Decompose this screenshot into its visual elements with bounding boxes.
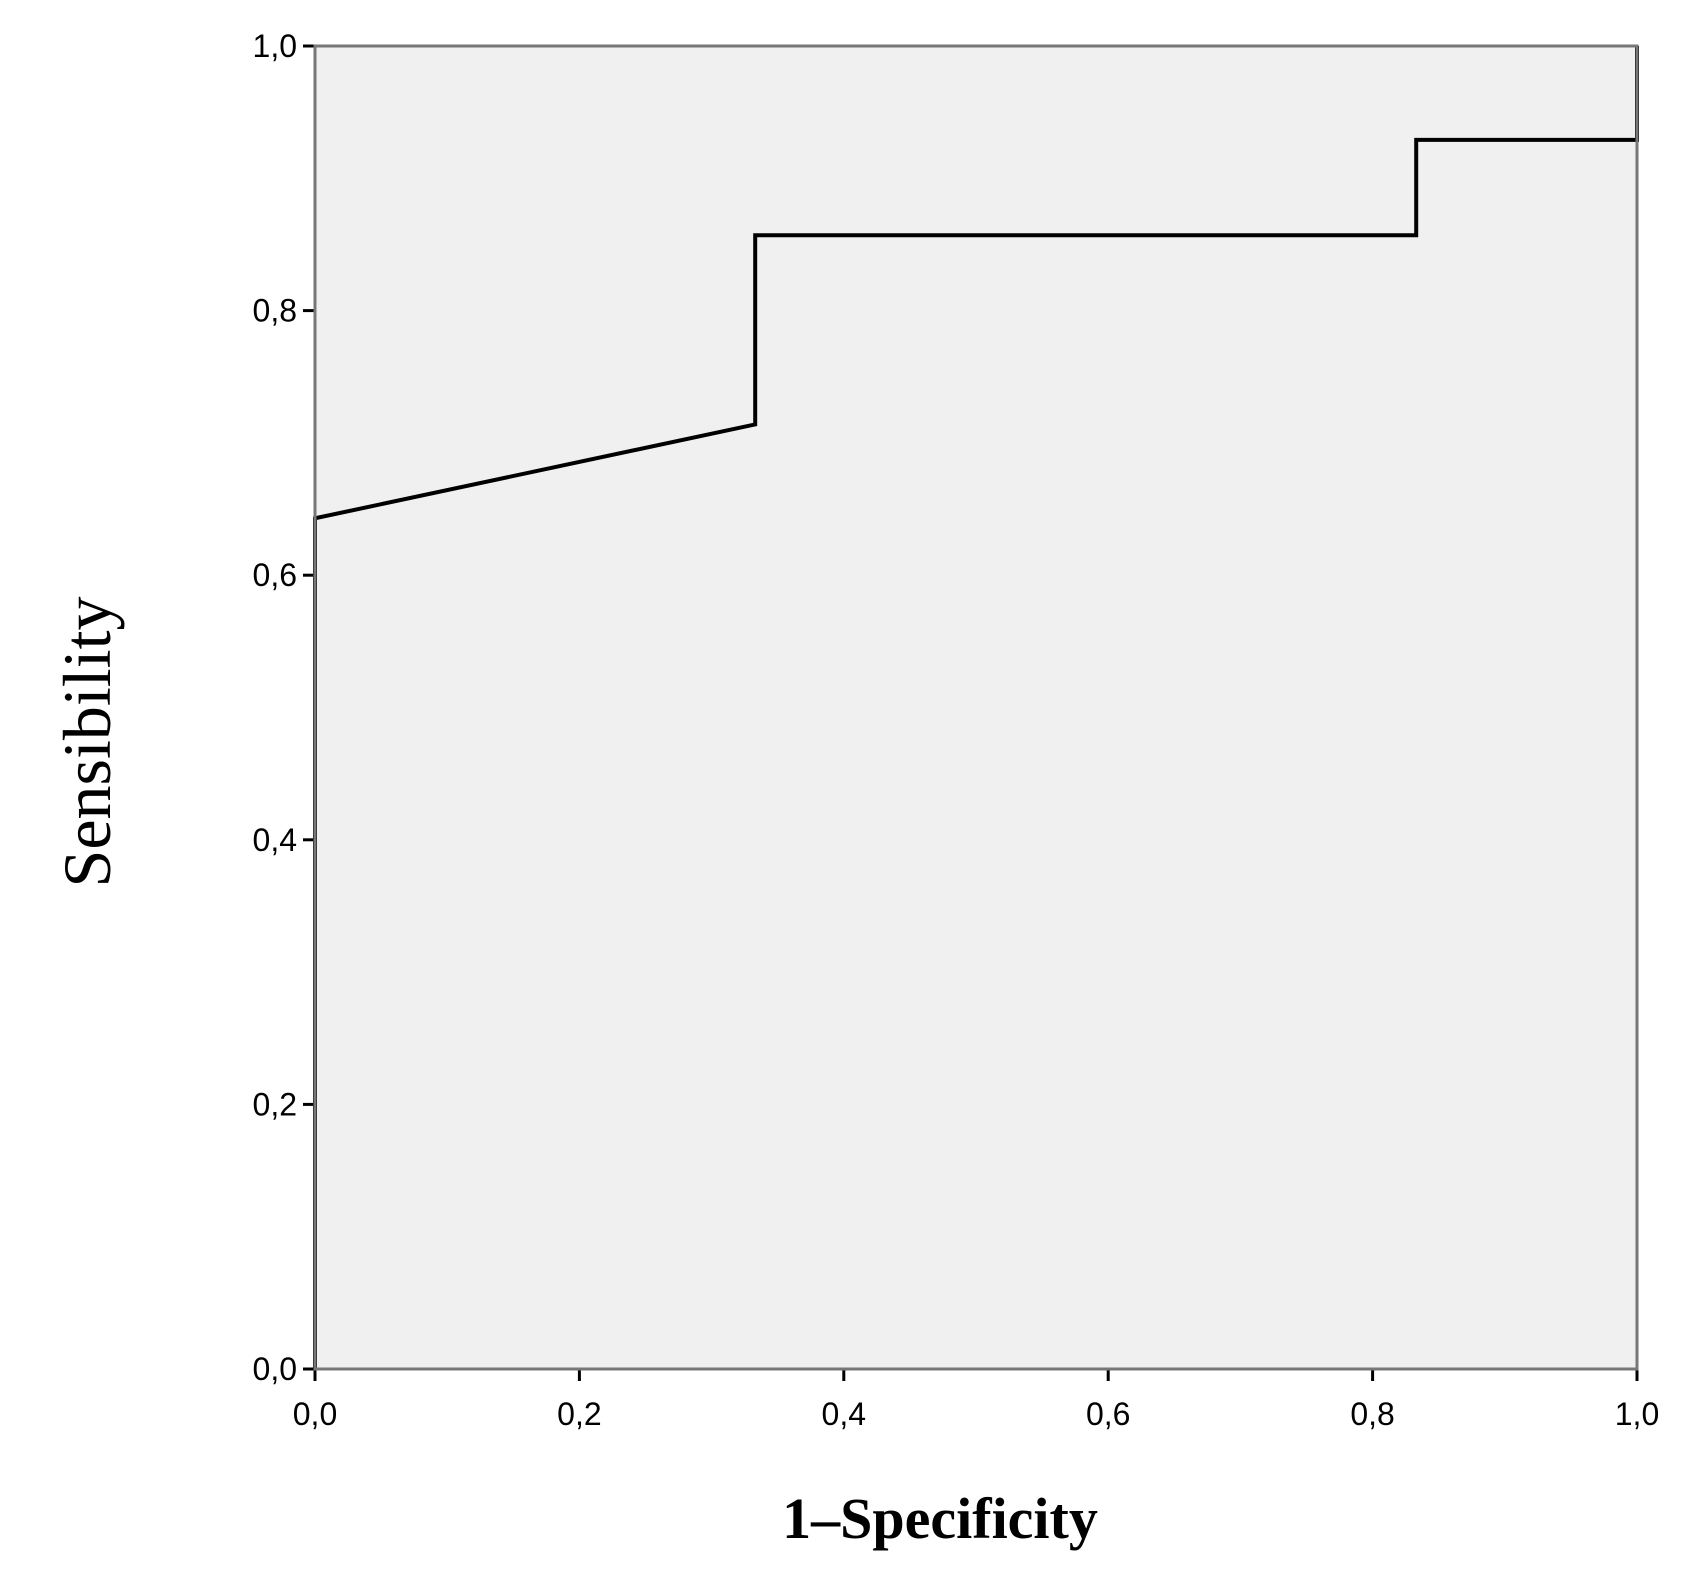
y-tick-label: 1,0 bbox=[253, 28, 297, 64]
plot-frame bbox=[313, 44, 1639, 1371]
x-tick-label: 0,4 bbox=[822, 1396, 866, 1432]
x-axis-title: 1–Specificity bbox=[782, 1486, 1098, 1551]
x-tick-label: 0,0 bbox=[293, 1396, 337, 1432]
y-tick-label: 0,0 bbox=[253, 1351, 297, 1387]
x-tick-label: 0,6 bbox=[1086, 1396, 1130, 1432]
y-tick-label: 0,2 bbox=[253, 1086, 297, 1122]
x-tick-label: 1,0 bbox=[1615, 1396, 1659, 1432]
roc-curve bbox=[313, 46, 1639, 1369]
plot-area bbox=[315, 46, 1637, 1369]
x-tick-label: 0,2 bbox=[557, 1396, 601, 1432]
y-tick-label: 0,4 bbox=[253, 822, 297, 858]
x-tick-marks bbox=[313, 1369, 1639, 1381]
y-tick-label: 0,8 bbox=[253, 293, 297, 329]
y-tick-label: 0,6 bbox=[253, 557, 297, 593]
y-axis-title: Sensibility bbox=[49, 597, 125, 888]
x-tick-labels: 0,0 0,2 0,4 0,6 0,8 1,0 bbox=[293, 1396, 1659, 1432]
x-tick-label: 0,8 bbox=[1350, 1396, 1394, 1432]
y-tick-labels: 0,0 0,2 0,4 0,6 0,8 1,0 bbox=[253, 28, 297, 1387]
